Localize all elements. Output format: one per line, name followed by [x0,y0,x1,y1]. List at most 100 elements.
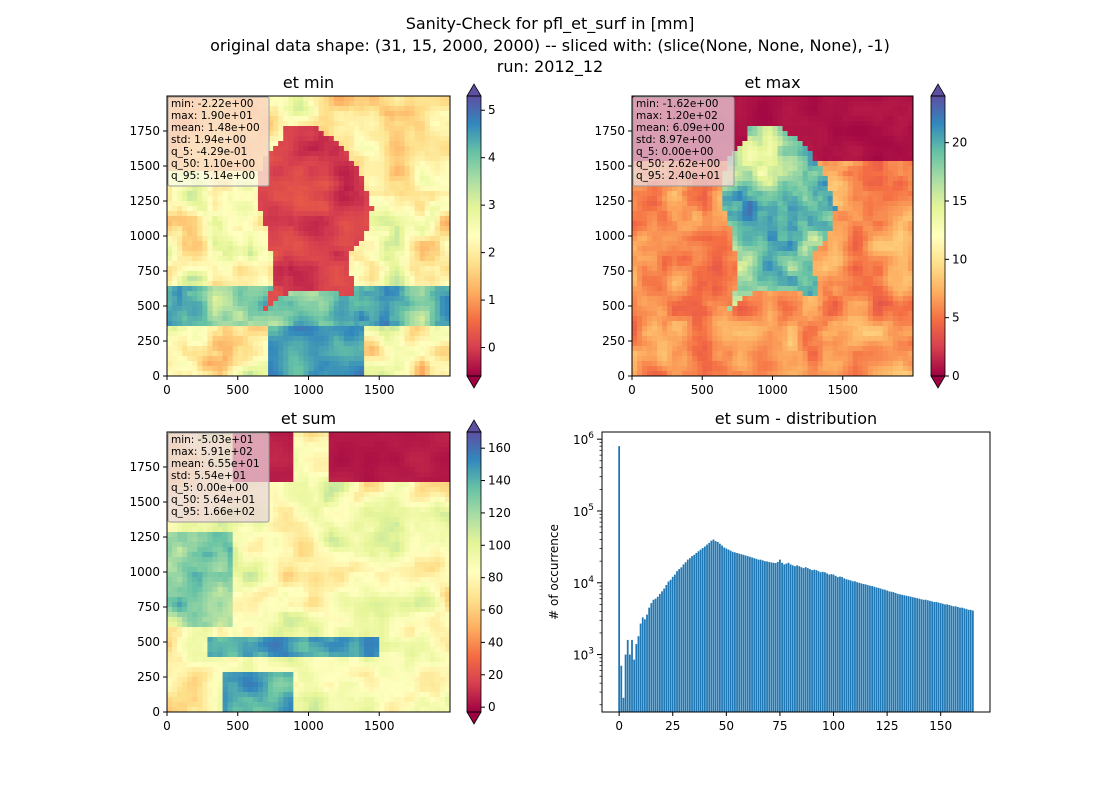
heatmap-cell [379,231,385,237]
heatmap-cell [672,211,678,217]
heatmap-cell [902,241,909,247]
heatmap-cell [897,236,904,242]
heatmap-cell [757,176,763,182]
heatmap-cell [283,301,289,307]
heatmap-cell [283,166,289,172]
heatmap-cell [263,201,269,207]
heatmap-cell [439,311,446,317]
heatmap-cell [737,121,743,127]
heatmap-cell [394,291,400,297]
heatmap-cell [252,301,259,307]
heatmap-cell [288,146,294,152]
heatmap-cell [802,241,809,247]
heatmap-cell [177,236,183,242]
heatmap-cell [822,166,829,172]
heatmap-cell [717,211,723,217]
heatmap-cell [303,126,309,132]
heatmap-cell [303,226,309,232]
heatmap-cell [263,231,269,237]
heatmap-cell [308,226,314,232]
heatmap-cell [882,176,889,182]
heatmap-cell [404,156,410,162]
heatmap-cell [303,361,309,367]
heatmap-cell [777,151,783,157]
heatmap-cell [419,286,426,292]
heatmap-cell [268,221,274,227]
heatmap-cell [812,131,819,137]
heatmap-cell [399,251,405,257]
heatmap-cell [394,231,400,237]
heatmap-cell [434,136,441,142]
heatmap-cell [177,196,183,202]
heatmap-cell [897,146,904,152]
heatmap-cell [268,151,274,157]
heatmap-cell [283,241,289,247]
heatmap-cell [852,111,859,117]
heatmap-cell [712,231,718,237]
heatmap-cell [389,201,395,207]
heatmap-cell [227,276,234,282]
heatmap-cell [439,231,446,237]
heatmap-cell [232,351,239,357]
heatmap-cell [887,216,894,222]
heatmap-cell [872,206,879,212]
heatmap-cell [637,196,643,202]
heatmap-cell [384,141,390,147]
heatmap-cell [802,136,809,142]
heatmap-cell [278,326,284,332]
heatmap-cell [882,246,889,252]
heatmap-cell [343,246,350,252]
heatmap-cell [399,306,405,312]
heatmap-cell [752,211,758,217]
heatmap-cell [207,206,213,212]
heatmap-cell [747,211,753,217]
heatmap-cell [338,351,345,357]
colorbar-tick-label: 5 [488,103,496,117]
heatmap-cell [409,236,416,242]
heatmap-cell [257,206,264,212]
heatmap-cell [384,316,390,322]
heatmap-cell [293,331,299,337]
heatmap-cell [882,106,889,112]
heatmap-cell [827,126,834,132]
heatmap-cell [404,256,410,262]
heatmap-cell [897,101,904,107]
heatmap-cell [902,181,909,187]
heatmap-cell [379,116,385,122]
heatmap-cell [439,171,446,177]
heatmap-cell [192,331,198,337]
heatmap-cell [338,336,345,342]
heatmap-cell [167,341,173,347]
heatmap-cell [273,181,279,187]
heatmap-cell [707,221,713,227]
heatmap-cell [177,321,183,327]
heatmap-cell [847,101,854,107]
heatmap-cell [348,171,355,177]
heatmap-cell [333,266,340,272]
heatmap-cell [409,171,416,177]
heatmap-cell [187,216,193,222]
heatmap-cell [343,201,350,207]
heatmap-cell [782,131,788,137]
heatmap-cell [404,171,410,177]
heatmap-cell [632,206,638,212]
heatmap-cell [182,281,188,287]
heatmap-cell [172,356,178,362]
heatmap-cell [257,356,264,362]
heatmap-cell [732,166,738,172]
heatmap-cell [747,201,753,207]
heatmap-cell [192,276,198,282]
heatmap-cell [772,116,778,122]
heatmap-cell [232,201,239,207]
heatmap-cell [222,371,229,376]
heatmap-cell [197,351,203,357]
heatmap-cell [288,311,294,317]
heatmap-cell [257,231,264,237]
heatmap-cell [687,206,693,212]
heatmap-cell [817,176,824,182]
heatmap-cell [867,136,874,142]
heatmap-cell [652,196,658,202]
heatmap-cell [369,371,375,376]
heatmap-cell [192,256,198,262]
heatmap-cell [757,221,763,227]
